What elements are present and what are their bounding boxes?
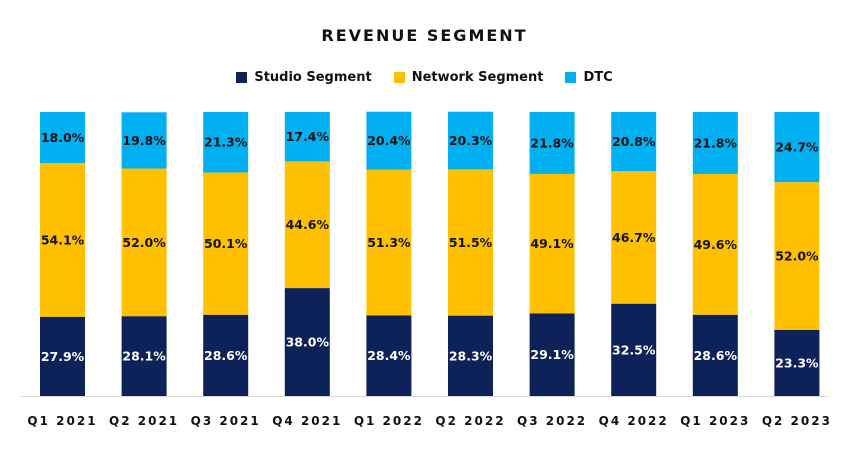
chart-title: REVENUE SEGMENT [321, 26, 528, 45]
bar-segment-studio [774, 329, 820, 396]
data-label: 28.3% [449, 348, 493, 363]
bar-segment-studio [121, 316, 167, 396]
data-label: 18.0% [41, 130, 85, 145]
data-label: 19.8% [122, 133, 166, 148]
x-tick-label: Q4 2022 [599, 414, 669, 428]
data-label: 29.1% [530, 347, 574, 362]
bar-segment-studio [529, 313, 575, 396]
legend-label-network: Network Segment [411, 70, 544, 85]
bar-segment-network [692, 173, 738, 315]
data-label: 28.4% [367, 348, 411, 363]
bar-segment-network [284, 161, 330, 289]
bar-segment-network [121, 168, 167, 317]
bar-segment-dtc [529, 112, 575, 174]
data-label: 54.1% [41, 232, 85, 247]
data-label: 51.3% [367, 235, 411, 250]
legend-label-studio: Studio Segment [254, 70, 372, 85]
bar-segment-network [611, 171, 657, 304]
legend-swatch-studio [236, 72, 248, 83]
legend-swatch-dtc [565, 72, 577, 83]
legend-item-dtc: DTC [565, 70, 613, 85]
data-label: 20.3% [449, 133, 493, 148]
bar-segment-studio [284, 288, 330, 396]
bar-segment-dtc [203, 112, 249, 173]
data-label: 44.6% [286, 217, 330, 232]
data-label: 20.8% [612, 134, 656, 149]
bar-segment-dtc [366, 111, 412, 170]
data-label: 20.4% [367, 133, 411, 148]
legend-item-studio: Studio Segment [236, 70, 372, 85]
legend-label-dtc: DTC [583, 70, 613, 85]
x-tick-label: Q3 2021 [191, 414, 261, 428]
bar-segment-dtc [284, 112, 330, 162]
x-tick-label: Q2 2023 [762, 414, 832, 428]
bar-segment-dtc [448, 111, 493, 170]
bar-segment-studio [366, 315, 412, 396]
data-label: 23.3% [775, 355, 819, 370]
x-tick-label: Q1 2022 [354, 414, 424, 428]
x-tick-label: Q3 2022 [517, 414, 587, 428]
x-tick-label: Q2 2021 [109, 414, 179, 428]
data-label: 51.5% [449, 235, 493, 250]
data-label: 46.7% [612, 230, 656, 245]
bar-segment-dtc [121, 112, 167, 169]
data-label: 50.1% [204, 236, 248, 251]
data-label: 24.7% [775, 140, 819, 155]
bar-segment-dtc [611, 112, 657, 172]
data-label: 17.4% [286, 129, 330, 144]
data-label: 21.8% [694, 135, 738, 150]
data-label: 21.3% [204, 135, 248, 150]
bar-segment-network [774, 182, 820, 330]
bar-segment-studio [611, 303, 657, 396]
data-label: 27.9% [41, 349, 85, 364]
data-label: 52.0% [122, 235, 166, 250]
bar-segment-studio [692, 314, 738, 396]
data-label: 49.6% [694, 237, 738, 252]
x-tick-label: Q1 2023 [680, 414, 750, 428]
data-label: 32.5% [612, 342, 656, 357]
x-tick-label: Q4 2021 [272, 414, 342, 428]
bar-segment-network [448, 169, 493, 316]
bar-segment-dtc [692, 112, 738, 174]
data-label: 28.6% [694, 348, 738, 363]
bar-segment-dtc [774, 112, 820, 183]
bar-segment-network [203, 172, 249, 315]
legend-swatch-network [393, 72, 405, 83]
bar-segment-studio [448, 315, 493, 396]
data-label: 28.6% [204, 348, 248, 363]
data-label: 49.1% [530, 236, 574, 251]
data-label: 21.8% [530, 135, 574, 150]
x-tick-label: Q1 2021 [27, 414, 97, 428]
bar-segment-studio [203, 314, 249, 396]
data-label: 38.0% [286, 335, 330, 350]
legend-item-network: Network Segment [393, 70, 544, 85]
bar-segment-dtc [40, 112, 85, 164]
x-tick-label: Q2 2022 [435, 414, 505, 428]
bar-segment-network [40, 163, 85, 317]
bar-segment-studio [40, 316, 85, 396]
bar-segment-network [529, 173, 575, 314]
data-label: 52.0% [775, 248, 819, 263]
data-label: 28.1% [122, 349, 166, 364]
bar-segment-network [366, 169, 412, 316]
legend: Studio Segment Network Segment DTC [0, 70, 849, 85]
